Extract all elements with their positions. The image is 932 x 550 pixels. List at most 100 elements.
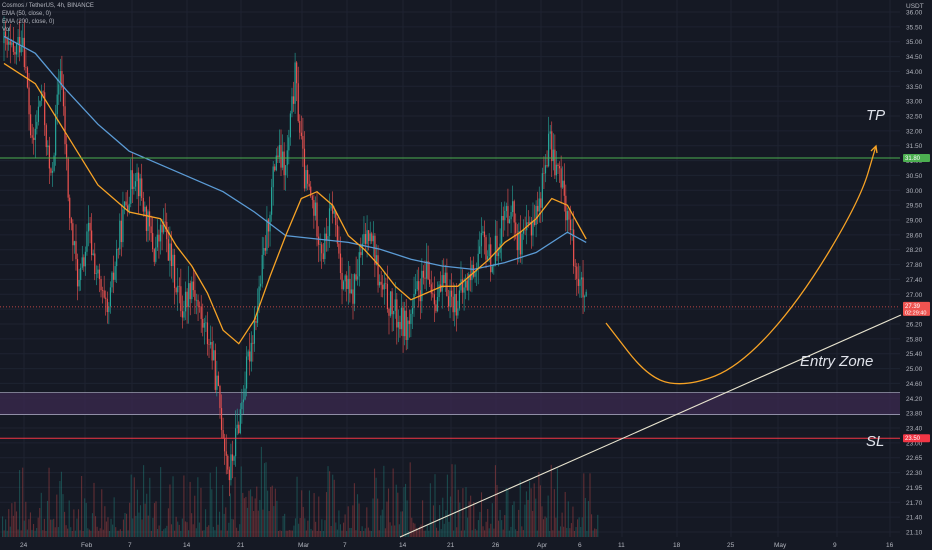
candle-body xyxy=(130,170,132,204)
candle-body xyxy=(310,186,312,197)
volume-bar xyxy=(448,521,450,537)
candle-body xyxy=(374,235,376,265)
legend-ema-fast[interactable]: EMA (50, close, 0) xyxy=(2,11,52,17)
candle-body xyxy=(47,145,49,148)
candle-body xyxy=(136,172,138,182)
volume-bar xyxy=(250,489,252,537)
volume-bar xyxy=(533,483,535,537)
candle-body xyxy=(75,241,77,260)
volume-bar xyxy=(70,527,72,537)
volume-bar xyxy=(239,524,241,537)
candle-body xyxy=(4,31,7,38)
volume-bar xyxy=(113,497,115,537)
x-tick-label: May xyxy=(774,542,787,549)
volume-bar xyxy=(220,530,222,537)
candle-body xyxy=(112,272,115,280)
candle-body xyxy=(158,234,160,242)
candle-body xyxy=(317,236,320,245)
sl-price-tag-bg xyxy=(903,434,930,443)
volume-bar xyxy=(87,528,89,537)
candle-body xyxy=(191,281,193,300)
candle-body xyxy=(527,222,529,224)
volume-bar xyxy=(459,502,461,537)
tp-price-tag-bg xyxy=(903,153,930,162)
x-tick-label: 11 xyxy=(618,542,625,549)
volume-bar xyxy=(502,529,504,537)
candle-body xyxy=(457,308,459,316)
legend-symbol[interactable]: Cosmos / TetherUS, 4h, BINANCE xyxy=(2,3,94,9)
candle-body xyxy=(541,173,543,208)
volume-bar xyxy=(535,498,537,537)
volume-bar xyxy=(19,470,21,537)
candle-body xyxy=(510,212,512,220)
candle-body xyxy=(195,299,198,301)
volume-bar xyxy=(222,485,224,537)
volume-bar xyxy=(236,527,238,537)
candle-body xyxy=(460,279,462,291)
candle-body xyxy=(349,278,351,294)
volume-bar xyxy=(231,518,233,537)
candle-body xyxy=(313,200,315,216)
volume-bar xyxy=(594,528,596,537)
candle-body xyxy=(558,166,561,169)
volume-bar xyxy=(490,523,492,537)
candle-body xyxy=(497,252,500,257)
volume-bar xyxy=(547,495,549,537)
legend-volume[interactable]: Vol xyxy=(2,27,11,33)
volume-bar xyxy=(298,523,300,537)
candle-body xyxy=(449,290,451,307)
volume-bar xyxy=(544,516,546,537)
volume-bar xyxy=(572,506,574,537)
y-tick-label: 35.50 xyxy=(906,24,923,31)
candle-body xyxy=(242,399,245,403)
candle-body xyxy=(324,233,326,260)
candle-body xyxy=(103,290,105,298)
candle-body xyxy=(385,283,387,284)
candle-body xyxy=(443,275,445,284)
candle-body xyxy=(513,201,515,223)
candle-body xyxy=(455,294,457,316)
volume-bar xyxy=(583,473,585,537)
legend-ema-slow[interactable]: EMA (200, close, 0) xyxy=(2,19,55,25)
volume-bar xyxy=(338,510,340,537)
volume-bar xyxy=(43,518,45,537)
candle-body xyxy=(307,170,309,184)
candle-body xyxy=(100,279,102,291)
candle-body xyxy=(407,320,409,341)
candle-body xyxy=(161,224,163,233)
volume-bar xyxy=(374,468,376,537)
candle-body xyxy=(97,269,99,274)
y-tick-label: 21.10 xyxy=(906,530,923,537)
volume-bar xyxy=(285,530,287,537)
candle-body xyxy=(562,180,564,188)
candle-body xyxy=(209,341,212,345)
candle-body xyxy=(533,220,536,226)
volume-bar xyxy=(449,496,452,537)
volume-bar xyxy=(144,503,146,537)
volume-bar xyxy=(516,530,518,537)
volume-bar xyxy=(253,511,255,537)
volume-bar xyxy=(566,527,568,537)
volume-bar xyxy=(172,476,174,537)
volume-bar xyxy=(409,462,411,537)
volume-bar xyxy=(167,508,169,537)
volume-bar xyxy=(522,530,524,537)
volume-bar xyxy=(257,510,259,537)
volume-bar xyxy=(462,488,464,537)
volume-bar xyxy=(74,530,76,537)
candle-body xyxy=(335,210,337,226)
volume-bar xyxy=(139,505,142,537)
candle-body xyxy=(505,206,507,212)
x-tick-label: 9 xyxy=(833,542,837,549)
candle-body xyxy=(469,274,471,281)
volume-bar xyxy=(205,509,207,537)
candle-body xyxy=(399,321,401,330)
candle-body xyxy=(444,272,446,284)
volume-bar xyxy=(584,497,586,537)
volume-bar xyxy=(263,463,266,537)
volume-bar xyxy=(64,511,66,537)
volume-bar xyxy=(3,530,5,537)
candle-body xyxy=(31,135,33,138)
volume-bar xyxy=(434,474,436,537)
